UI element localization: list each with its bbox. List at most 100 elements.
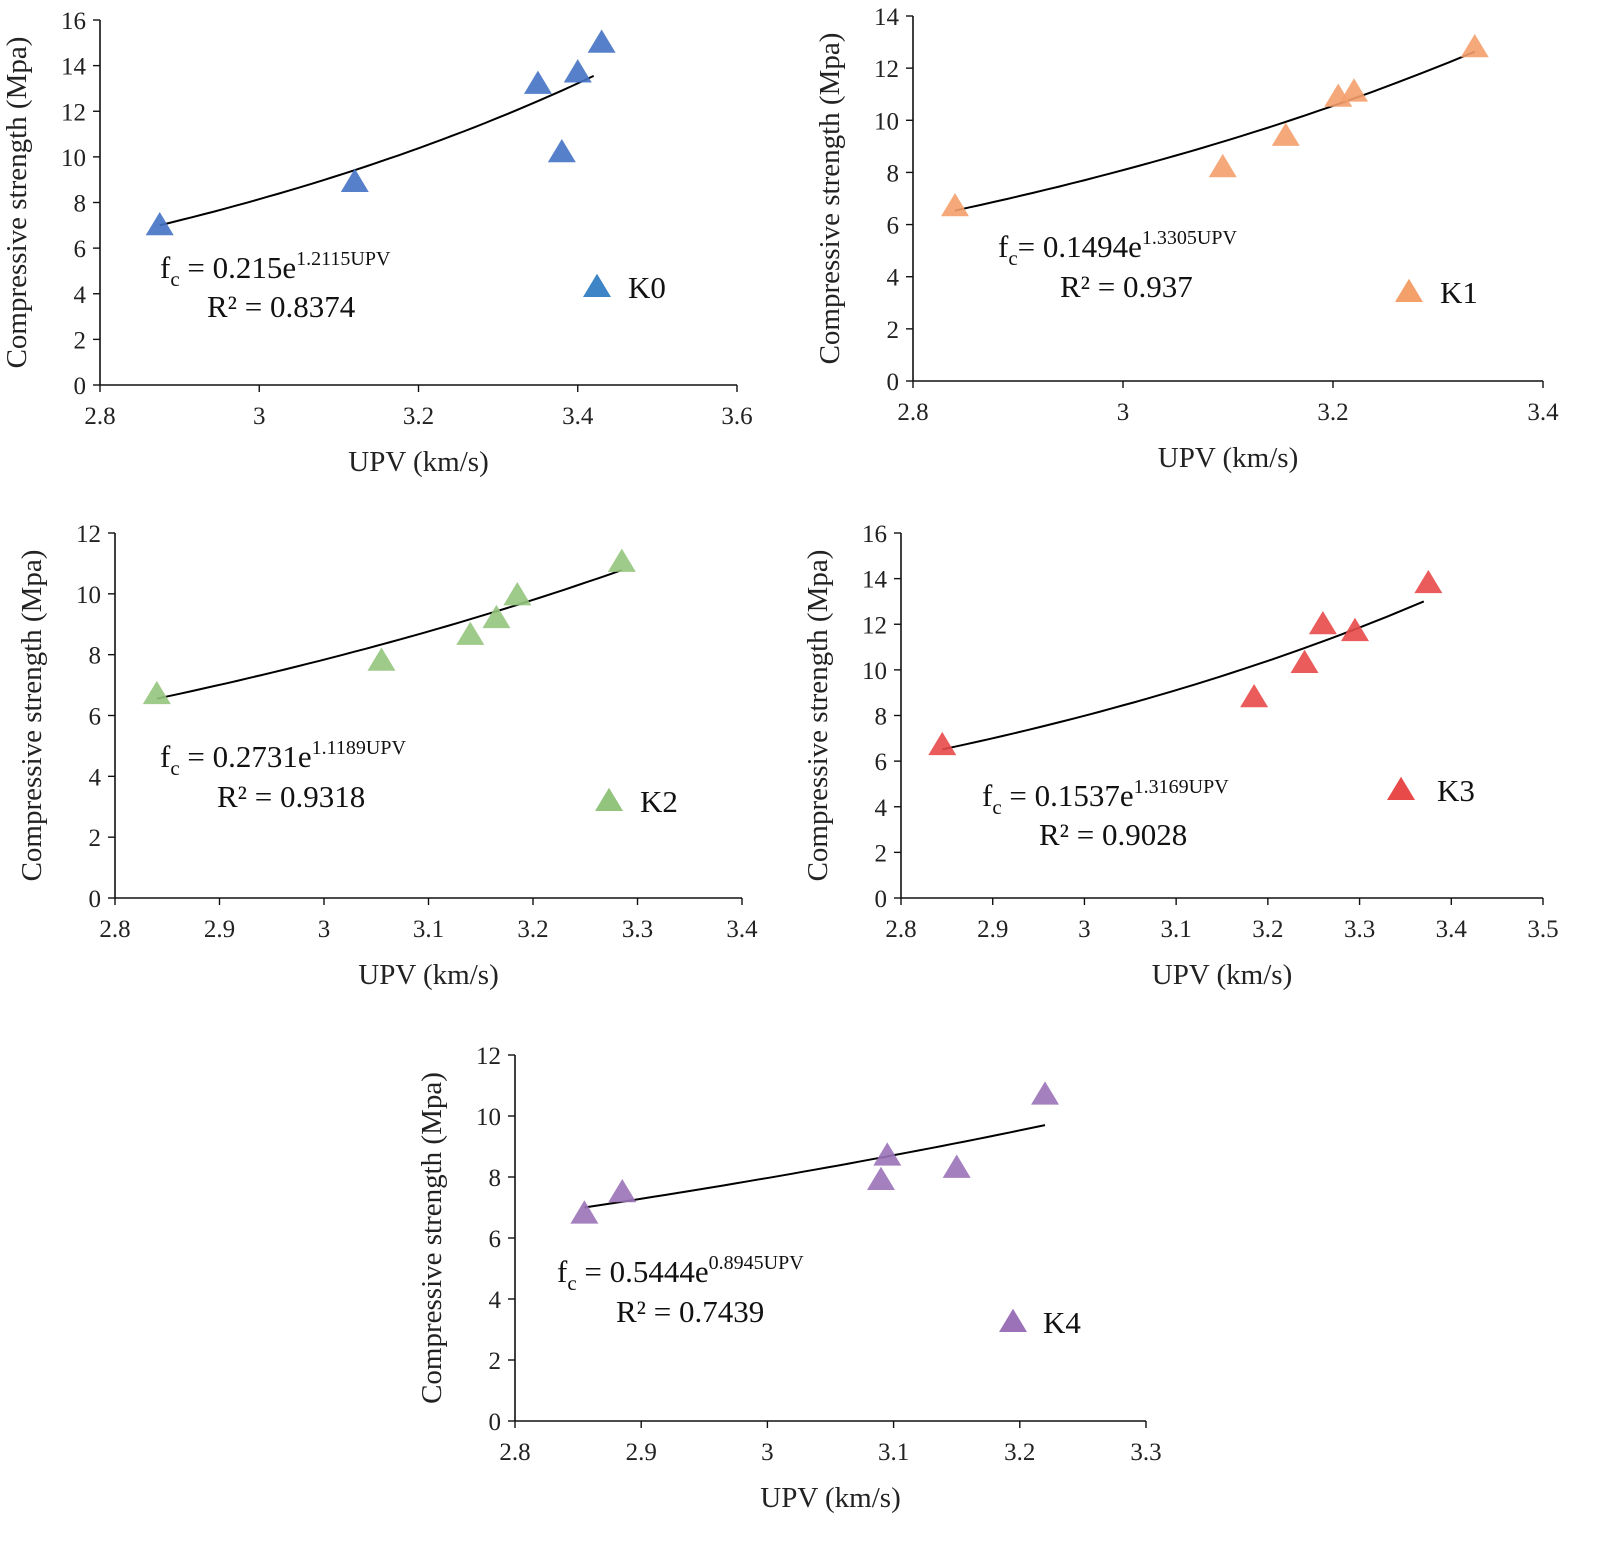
x-tick-label: 3.1 xyxy=(413,916,444,943)
legend-label: K4 xyxy=(1043,1305,1081,1340)
y-tick-label: 4 xyxy=(74,282,87,309)
x-tick-label: 2.9 xyxy=(204,916,235,943)
r-squared-label: R² = 0.8374 xyxy=(207,289,356,324)
y-tick-label: 2 xyxy=(887,317,900,344)
x-axis-title: UPV (km/s) xyxy=(358,959,498,991)
data-point xyxy=(570,1200,599,1224)
y-tick-label: 10 xyxy=(476,1104,501,1131)
y-tick-label: 4 xyxy=(875,795,888,822)
data-point xyxy=(1460,33,1489,58)
data-point xyxy=(941,193,969,217)
eq-subscript: c xyxy=(170,267,179,291)
r-squared-label: R² = 0.937 xyxy=(1060,269,1193,304)
data-point xyxy=(145,212,174,236)
x-tick-label: 3.4 xyxy=(562,403,594,430)
x-tick-label: 3.2 xyxy=(1317,399,1348,426)
y-tick-label: 0 xyxy=(489,1409,502,1436)
data-point xyxy=(456,621,485,645)
x-axis-title: UPV (km/s) xyxy=(1158,442,1298,474)
x-tick-label: 3.2 xyxy=(1252,916,1283,943)
eq-base: f xyxy=(160,739,171,774)
chart-k4: 0 2 4 6 8 10 12 2.8 2.9 3 3.1 3.2 3.3 UPV (km/s) Compr… xyxy=(416,1043,1162,1514)
data-point xyxy=(547,139,576,163)
data-point xyxy=(1240,683,1269,708)
x-tick-label: 2.9 xyxy=(626,1439,657,1466)
y-tick-label: 0 xyxy=(875,886,888,913)
legend-marker xyxy=(1387,776,1415,800)
y-axis-title: Compressive strength (Mpa) xyxy=(802,550,834,882)
y-tick-label: 10 xyxy=(874,108,899,135)
data-point xyxy=(482,604,511,629)
eq-exponent: 1.3305UPV xyxy=(1142,227,1238,249)
legend-marker xyxy=(999,1308,1027,1332)
y-tick-label: 14 xyxy=(61,54,87,81)
data-point xyxy=(503,582,532,606)
data-point xyxy=(1208,153,1237,178)
y-tick-label: 6 xyxy=(74,236,87,263)
y-tick-label: 8 xyxy=(875,704,888,731)
data-point xyxy=(1414,569,1443,594)
data-point xyxy=(523,70,552,94)
y-axis-title: Compressive strength (Mpa) xyxy=(416,1072,448,1404)
x-tick-label: 2.8 xyxy=(99,916,130,943)
y-tick-label: 12 xyxy=(76,521,101,548)
x-tick-label: 3.2 xyxy=(517,916,548,943)
y-tick-label: 16 xyxy=(862,521,887,548)
eq-coefficient: = 0.5444e xyxy=(577,1254,709,1289)
y-tick-label: 6 xyxy=(887,213,900,240)
data-point xyxy=(587,29,616,53)
x-tick-label: 3.4 xyxy=(726,916,758,943)
eq-exponent: 1.3169UPV xyxy=(1134,776,1230,798)
x-tick-label: 3 xyxy=(253,403,266,430)
trendline xyxy=(942,600,1425,751)
x-tick-label: 3.5 xyxy=(1527,916,1558,943)
x-tick-label: 3 xyxy=(1078,916,1091,943)
eq-coefficient: = 0.1537e xyxy=(1002,778,1134,813)
legend-label: K1 xyxy=(1440,275,1478,310)
y-axis-title: Compressive strength (Mpa) xyxy=(1,37,33,369)
y-tick-label: 2 xyxy=(74,327,87,354)
y-tick-label: 0 xyxy=(74,373,87,400)
data-point xyxy=(866,1166,895,1191)
x-axis-title: UPV (km/s) xyxy=(760,1482,900,1514)
x-tick-label: 3 xyxy=(1117,399,1130,426)
r-squared-label: R² = 0.9318 xyxy=(217,779,365,814)
y-tick-label: 16 xyxy=(61,8,86,35)
legend-marker xyxy=(1395,278,1423,302)
fit-equation: fc = 0.2731e1.1189UPV xyxy=(160,737,406,780)
trendline xyxy=(156,569,623,700)
x-axis-title: UPV (km/s) xyxy=(348,446,488,478)
r-squared-label: R² = 0.7439 xyxy=(616,1294,764,1329)
data-point xyxy=(1340,78,1368,102)
y-tick-label: 4 xyxy=(89,764,102,791)
y-tick-label: 14 xyxy=(862,567,888,594)
y-tick-label: 4 xyxy=(887,265,900,292)
data-point xyxy=(367,647,396,671)
eq-coefficient: = 0.2731e xyxy=(180,739,312,774)
x-tick-label: 3.3 xyxy=(1130,1439,1161,1466)
fit-equation: fc = 0.215e1.2115UPV xyxy=(160,248,391,291)
eq-coefficient: = 0.1494e xyxy=(1018,229,1142,264)
chart-k0: 0 2 4 6 8 10 12 14 16 2.8 3 3.2 3.4 3.6 UPV (km/s) Comp… xyxy=(1,8,753,478)
x-tick-label: 3.2 xyxy=(1004,1439,1035,1466)
y-tick-label: 2 xyxy=(875,840,888,867)
y-tick-label: 0 xyxy=(89,886,102,913)
y-tick-label: 12 xyxy=(862,612,887,639)
data-point xyxy=(142,680,171,705)
data-point xyxy=(340,168,369,192)
x-tick-label: 2.8 xyxy=(499,1439,530,1466)
x-tick-label: 3.1 xyxy=(1161,916,1192,943)
y-tick-label: 10 xyxy=(862,658,887,685)
legend-label: K0 xyxy=(628,270,666,305)
legend-marker xyxy=(583,273,611,297)
y-tick-label: 6 xyxy=(489,1226,502,1253)
eq-subscript: c xyxy=(170,756,179,780)
x-tick-label: 3 xyxy=(761,1439,774,1466)
data-point xyxy=(942,1154,971,1178)
data-point xyxy=(928,731,957,756)
eq-base: f xyxy=(998,229,1009,264)
x-axis-title: UPV (km/s) xyxy=(1152,959,1292,991)
x-tick-label: 3.3 xyxy=(622,916,653,943)
eq-base: f xyxy=(982,778,993,813)
